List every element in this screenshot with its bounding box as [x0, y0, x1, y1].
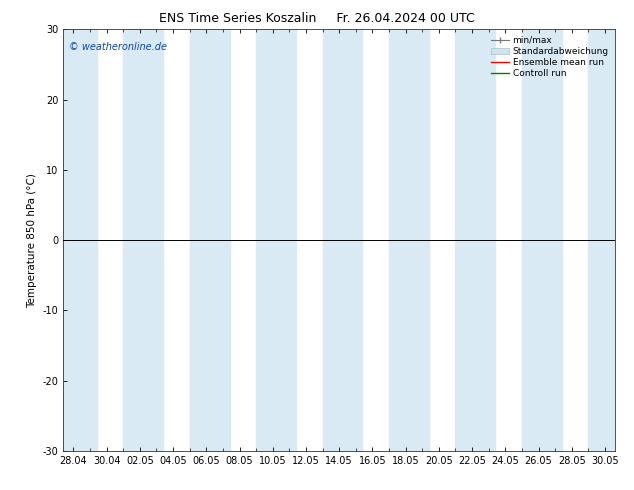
- Legend: min/max, Standardabweichung, Ensemble mean run, Controll run: min/max, Standardabweichung, Ensemble me…: [488, 32, 612, 82]
- Text: © weatheronline.de: © weatheronline.de: [69, 42, 167, 52]
- Bar: [323, 29, 363, 451]
- Bar: [522, 29, 562, 451]
- Bar: [389, 29, 429, 451]
- Text: ENS Time Series Koszalin     Fr. 26.04.2024 00 UTC: ENS Time Series Koszalin Fr. 26.04.2024 …: [159, 12, 475, 25]
- Bar: [63, 29, 96, 451]
- Bar: [190, 29, 230, 451]
- Bar: [123, 29, 163, 451]
- Bar: [256, 29, 296, 451]
- Bar: [455, 29, 495, 451]
- Bar: [588, 29, 628, 451]
- Y-axis label: Temperature 850 hPa (°C): Temperature 850 hPa (°C): [27, 172, 37, 308]
